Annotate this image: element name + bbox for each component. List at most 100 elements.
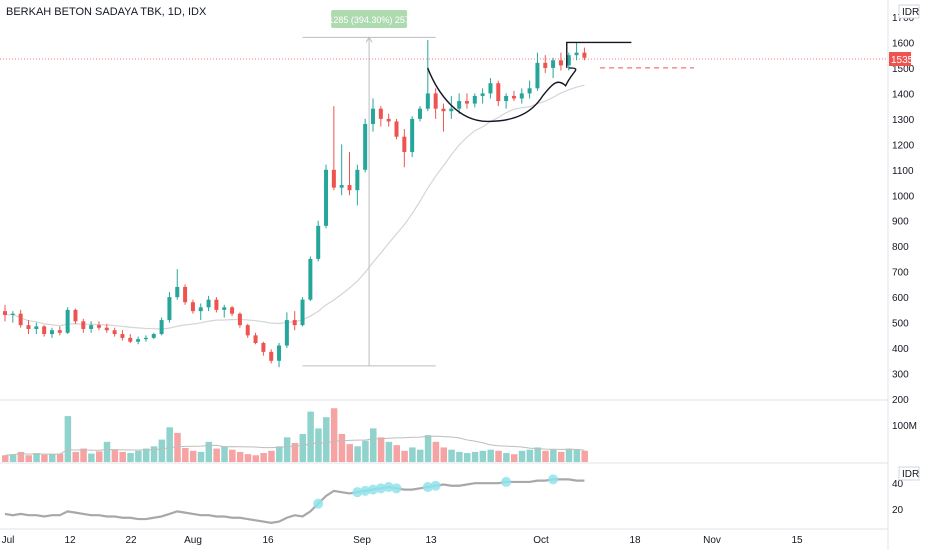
volume-bar bbox=[354, 446, 361, 462]
candle-body bbox=[49, 330, 54, 335]
volume-bar bbox=[393, 445, 400, 462]
price-tick-label: 400 bbox=[892, 344, 909, 355]
indicator-marker bbox=[368, 484, 379, 495]
candle bbox=[96, 321, 101, 331]
volume-bar bbox=[495, 450, 502, 462]
candle bbox=[339, 144, 344, 196]
volume-bar bbox=[119, 451, 126, 462]
candle-body bbox=[57, 330, 62, 333]
candle-body bbox=[237, 313, 242, 326]
candle bbox=[214, 297, 219, 313]
time-tick-label: 18 bbox=[629, 535, 641, 546]
volume-bar bbox=[9, 454, 17, 462]
candle-body bbox=[104, 327, 109, 331]
volume-bar bbox=[291, 442, 299, 462]
volume-bar bbox=[463, 453, 471, 462]
candle-body bbox=[347, 185, 352, 191]
volume-bar bbox=[80, 448, 87, 462]
indicator-currency-badge[interactable] bbox=[898, 466, 920, 481]
volume-bar bbox=[432, 441, 440, 462]
candle-body bbox=[402, 136, 407, 152]
volume-bar bbox=[510, 454, 518, 462]
indicator bbox=[4, 474, 585, 524]
volume-bar bbox=[197, 451, 205, 462]
candle bbox=[269, 349, 274, 364]
currency-badge[interactable] bbox=[898, 4, 920, 19]
drawings[interactable] bbox=[426, 41, 695, 123]
volume-bar bbox=[338, 434, 346, 462]
candle-body bbox=[425, 93, 430, 109]
candle-body bbox=[292, 320, 297, 326]
candle-body bbox=[34, 326, 39, 329]
candle bbox=[190, 299, 195, 314]
candle-body bbox=[190, 302, 195, 312]
volume-bar bbox=[565, 448, 573, 462]
volume-bar bbox=[2, 455, 9, 462]
candle-body bbox=[198, 307, 203, 312]
candle-body bbox=[480, 93, 485, 96]
volume-bar bbox=[377, 437, 385, 462]
candle bbox=[245, 323, 250, 338]
candle-body bbox=[277, 345, 282, 361]
candle bbox=[18, 309, 23, 328]
candle-body bbox=[128, 337, 133, 342]
volume-bar bbox=[487, 449, 494, 462]
candle bbox=[104, 323, 109, 333]
volume-bar bbox=[479, 450, 487, 462]
time-tick-label: 22 bbox=[125, 535, 137, 546]
time-axis[interactable]: Jul 12 22 Aug 16 Sep 13 Oct 18 Nov 15 bbox=[2, 535, 803, 546]
indicator-currency-label: IDR bbox=[902, 469, 919, 480]
volume-bar bbox=[103, 441, 111, 462]
volume-bar bbox=[315, 428, 322, 462]
volume-bar bbox=[503, 453, 510, 462]
candle-body bbox=[339, 185, 344, 188]
candle-body bbox=[464, 101, 469, 104]
candle bbox=[167, 292, 172, 323]
candle bbox=[159, 317, 164, 336]
volume-bar bbox=[88, 453, 95, 462]
candle-body bbox=[472, 95, 477, 104]
volume-bar bbox=[330, 408, 338, 462]
candle-body bbox=[551, 60, 556, 68]
candle-body bbox=[42, 326, 47, 335]
measure-tool[interactable]: 1285 (394.30%) 257 bbox=[302, 10, 436, 367]
time-tick-label: Sep bbox=[353, 535, 371, 546]
candle bbox=[519, 88, 524, 104]
volume-bar bbox=[135, 450, 142, 462]
volume-bar bbox=[205, 441, 213, 462]
candle-body bbox=[582, 52, 587, 58]
volume-bar bbox=[213, 448, 220, 462]
candle bbox=[558, 52, 563, 71]
volume-bar bbox=[182, 448, 189, 462]
price-axis[interactable]: 200 300 400 500 600 700 800 900 1000 1100 1200 1300… bbox=[889, 13, 917, 516]
volume-bar bbox=[283, 437, 291, 462]
candle bbox=[363, 118, 368, 173]
volume-bar bbox=[111, 449, 119, 462]
volume-bar bbox=[424, 435, 432, 462]
candle bbox=[175, 269, 180, 300]
volume-bar bbox=[385, 441, 393, 462]
candle bbox=[347, 151, 352, 196]
price-tick-label: 600 bbox=[892, 293, 909, 304]
candle bbox=[425, 39, 430, 112]
candle bbox=[433, 88, 438, 119]
candle-body bbox=[504, 95, 509, 102]
volume-bar bbox=[142, 448, 150, 462]
price-tick-label: 200 bbox=[892, 395, 909, 406]
candle-body bbox=[496, 83, 501, 102]
time-tick-label: 12 bbox=[64, 535, 76, 546]
candle-body bbox=[143, 337, 148, 340]
candle-body bbox=[284, 320, 289, 346]
candles bbox=[0, 39, 888, 368]
indicator-marker bbox=[430, 480, 441, 491]
volume-bar bbox=[150, 446, 158, 462]
candle bbox=[230, 306, 235, 317]
volume-bar bbox=[471, 451, 479, 462]
last-price-label: 1535 bbox=[891, 55, 914, 66]
volume-bar bbox=[56, 453, 64, 462]
volume-bar bbox=[456, 451, 463, 462]
volume-bar bbox=[64, 416, 72, 462]
indicator-marker bbox=[313, 498, 324, 509]
currency-label: IDR bbox=[902, 7, 919, 18]
